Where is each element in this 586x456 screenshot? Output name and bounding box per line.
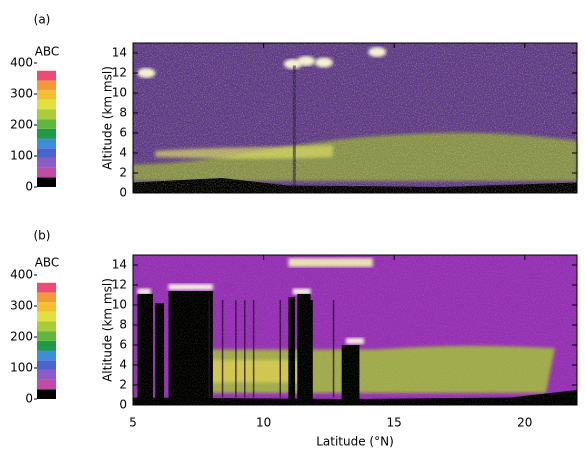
colorbar-swatch — [37, 90, 56, 100]
colorbar-swatch — [37, 109, 56, 120]
colorbar-swatch — [37, 350, 56, 361]
colorbar-swatch — [37, 177, 56, 187]
colorbar-tick-label: 400 — [10, 268, 33, 282]
y-tick-label: 8 — [119, 106, 127, 120]
colorbar-label: ABC — [35, 256, 60, 270]
x-axis-label: Latitude (°N) — [316, 435, 394, 449]
y-axis-label: Altitude (km msl) — [101, 66, 115, 170]
colorbar-tick-label: 100 — [10, 149, 33, 163]
panel-label: (a) — [34, 13, 51, 27]
colorbar-swatch — [37, 167, 56, 178]
y-tick-label: 10 — [112, 298, 127, 312]
colorbar-swatch — [37, 157, 56, 168]
speckle — [133, 43, 577, 193]
colorbar-swatch — [37, 302, 56, 312]
colorbar-tick-label: 0 — [25, 180, 33, 194]
speckle — [133, 255, 577, 405]
y-tick-label: 12 — [112, 278, 127, 292]
colorbar-swatch — [37, 119, 56, 129]
y-tick-label: 2 — [119, 166, 127, 180]
colorbar-tick-label: 200 — [10, 330, 33, 344]
colorbar-tick-label: 200 — [10, 118, 33, 132]
colorbar-swatch — [37, 70, 56, 81]
y-axis-label: Altitude (km msl) — [101, 278, 115, 382]
colorbar-swatch — [37, 369, 56, 380]
y-tick-label: 4 — [119, 146, 127, 160]
colorbar-tick-label: 300 — [10, 87, 33, 101]
colorbar-swatch — [37, 80, 56, 91]
plot-frame — [132, 42, 578, 194]
x-tick-label: 10 — [256, 416, 271, 430]
x-tick-label: 5 — [129, 416, 137, 430]
colorbar-swatch — [37, 389, 56, 399]
colorbar-swatch — [37, 379, 56, 390]
colorbar-tick-label: 400 — [10, 56, 33, 70]
colorbar-label: ABC — [35, 45, 60, 59]
x-tick-label: 15 — [387, 416, 402, 430]
x-tick-label: 20 — [517, 416, 532, 430]
y-tick-label: 4 — [119, 358, 127, 372]
colorbar-swatch — [37, 292, 56, 303]
y-tick-label: 12 — [112, 66, 127, 80]
colorbar-swatch — [37, 128, 56, 139]
colorbar-swatch — [37, 138, 56, 149]
y-tick-label: 14 — [112, 46, 127, 60]
y-tick-label: 0 — [119, 398, 127, 412]
y-tick-label: 6 — [119, 126, 127, 140]
colorbar-swatch — [37, 340, 56, 351]
y-tick-label: 6 — [119, 338, 127, 352]
colorbar-swatch — [37, 148, 56, 158]
y-tick-label: 0 — [119, 186, 127, 200]
colorbar-swatch — [37, 282, 56, 293]
colorbar-tick-label: 0 — [25, 392, 33, 406]
colorbar-swatch — [37, 331, 56, 341]
panel-label: (b) — [34, 229, 51, 243]
colorbar-swatch — [37, 360, 56, 370]
colorbar-tick-label: 300 — [10, 299, 33, 313]
y-tick-label: 14 — [112, 258, 127, 272]
y-tick-label: 8 — [119, 318, 127, 332]
colorbar-swatch — [37, 311, 56, 322]
y-tick-label: 2 — [119, 378, 127, 392]
colorbar-tick-label: 100 — [10, 361, 33, 375]
curtain-image — [133, 43, 577, 193]
plot-frame — [132, 254, 578, 406]
colorbar-swatch — [37, 99, 56, 110]
y-tick-label: 10 — [112, 86, 127, 100]
curtain-image — [133, 255, 577, 405]
colorbar-swatch — [37, 321, 56, 332]
